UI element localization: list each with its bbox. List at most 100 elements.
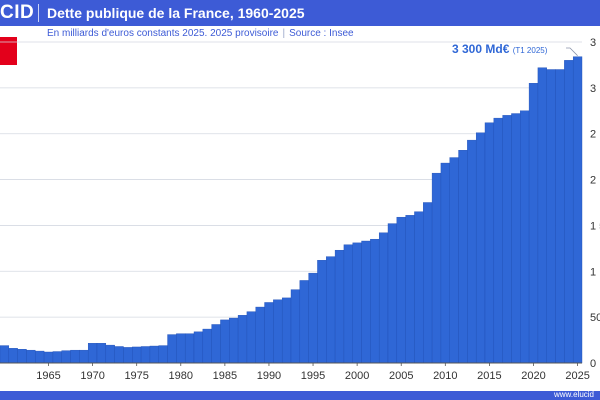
bar — [123, 347, 133, 364]
bar — [564, 60, 574, 364]
bar — [167, 334, 177, 364]
bar — [299, 280, 309, 364]
bar — [378, 232, 389, 364]
header-bar: CID Dette publique de la France, 1960-20… — [0, 0, 600, 26]
bar — [79, 349, 89, 364]
bar — [440, 162, 450, 364]
y-tick-label: 3 — [590, 37, 596, 49]
bar — [184, 333, 195, 364]
bar — [158, 345, 168, 364]
bar — [264, 302, 274, 364]
bar — [26, 349, 36, 364]
bar — [467, 139, 477, 364]
bar — [273, 299, 283, 364]
bar — [220, 319, 230, 364]
bar — [370, 238, 380, 364]
chart-source: Source : Insee — [289, 28, 354, 39]
bar — [493, 117, 503, 364]
y-tick-label: 50 — [590, 312, 600, 324]
x-tick-label: 2010 — [433, 370, 457, 382]
y-tick-label: 3 — [590, 83, 596, 95]
bar — [149, 345, 159, 364]
chart-title: Dette publique de la France, 1960-2025 — [47, 5, 305, 21]
bar — [317, 260, 327, 364]
x-tick-label: 1990 — [257, 370, 281, 382]
bar — [352, 242, 362, 364]
bar — [211, 324, 221, 364]
bar — [70, 349, 80, 364]
x-tick-label: 1985 — [213, 370, 237, 382]
bar — [308, 272, 318, 364]
bar — [0, 345, 10, 364]
subtitle-separator: | — [282, 28, 286, 39]
footer-url: www.elucid — [553, 390, 594, 399]
y-tick-label: 2 — [590, 129, 596, 141]
brand-logo-text: CID — [0, 2, 35, 23]
x-tick-label: 2025 — [565, 370, 589, 382]
chart-subtitle-line: En milliards d'euros constants 2025. 202… — [47, 27, 354, 41]
x-tick-label: 1970 — [80, 370, 104, 382]
y-tick-label: 1 — [590, 266, 596, 278]
bar — [361, 240, 371, 364]
bar — [546, 69, 556, 364]
bar — [87, 343, 98, 364]
bar — [140, 346, 151, 364]
bar — [387, 223, 398, 364]
annotation-leader-line — [566, 47, 578, 56]
bar — [458, 150, 468, 364]
bar — [290, 289, 301, 364]
bar — [502, 115, 512, 364]
bar — [431, 172, 442, 364]
bar — [423, 202, 433, 364]
bar — [246, 311, 256, 364]
bar — [414, 211, 424, 364]
x-tick-label: 2015 — [477, 370, 501, 382]
bar — [17, 349, 27, 364]
y-tick-label: 0 — [590, 358, 596, 370]
y-tick-label: 2 — [590, 175, 596, 187]
bar — [326, 256, 336, 364]
bar — [61, 350, 71, 364]
annotation-label: 3 300 Md€ (T1 2025) — [452, 42, 548, 56]
bar — [255, 306, 265, 364]
annotation-value: 3 300 Md€ — [452, 42, 513, 56]
bar — [334, 249, 345, 364]
x-tick-label: 2000 — [345, 370, 369, 382]
annotation-note: (T1 2025) — [513, 46, 548, 55]
x-tick-label: 2020 — [521, 370, 545, 382]
bar — [43, 351, 54, 364]
bar — [114, 346, 124, 364]
bar — [52, 351, 62, 364]
x-tick-label: 1995 — [301, 370, 325, 382]
bar — [35, 350, 45, 364]
bar — [237, 315, 248, 364]
bar — [176, 333, 186, 364]
bar — [281, 297, 292, 364]
header-divider — [38, 4, 39, 22]
bar — [555, 69, 565, 364]
x-tick-label: 2005 — [389, 370, 413, 382]
bar — [520, 110, 530, 364]
bar — [202, 328, 212, 364]
bar — [229, 317, 239, 364]
bar — [105, 344, 115, 364]
bar — [96, 343, 107, 364]
bar — [572, 56, 583, 364]
brand-red-marker — [0, 37, 17, 65]
x-tick-label: 1975 — [124, 370, 148, 382]
bar — [484, 122, 495, 364]
bar — [449, 157, 459, 364]
bar — [343, 244, 353, 364]
bar — [537, 67, 547, 364]
bar — [193, 331, 204, 364]
bar — [475, 132, 486, 364]
chart-subtitle: En milliards d'euros constants 2025. 202… — [47, 28, 279, 39]
bar — [511, 113, 521, 364]
bar — [8, 348, 18, 364]
x-tick-label: 1980 — [169, 370, 193, 382]
bar — [528, 83, 539, 364]
bar — [405, 215, 415, 364]
bar — [396, 216, 406, 364]
x-tick-label: 1965 — [36, 370, 60, 382]
